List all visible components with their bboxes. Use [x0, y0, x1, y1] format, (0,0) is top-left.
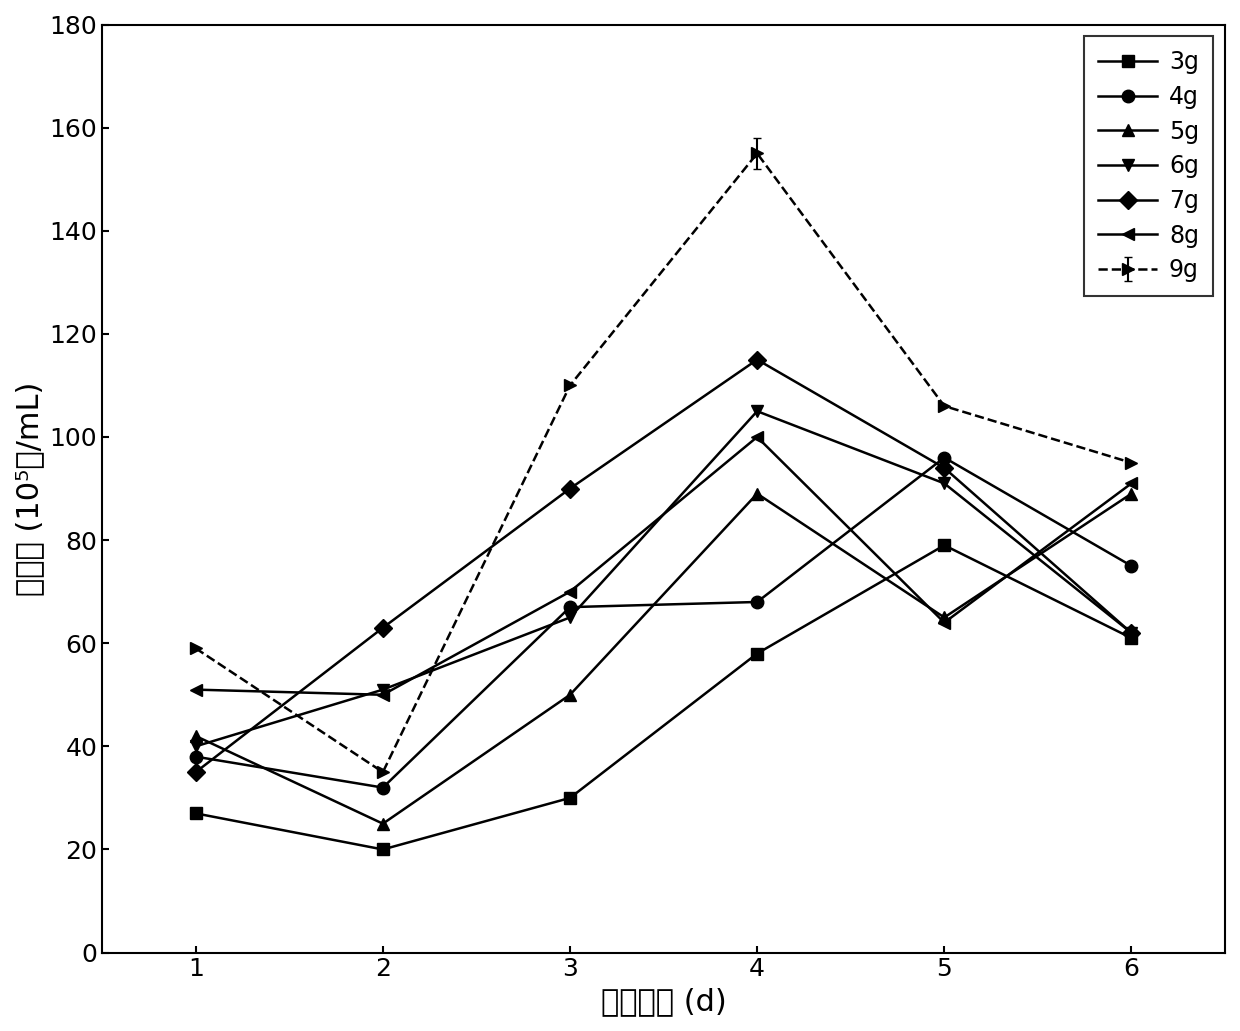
Legend: 3g, 4g, 5g, 6g, 7g, 8g, 9g: 3g, 4g, 5g, 6g, 7g, 8g, 9g	[1084, 36, 1213, 296]
X-axis label: 发酵天数 (d): 发酵天数 (d)	[600, 987, 727, 1016]
Y-axis label: 孢子数 (10⁵个/mL): 孢子数 (10⁵个/mL)	[15, 381, 43, 596]
